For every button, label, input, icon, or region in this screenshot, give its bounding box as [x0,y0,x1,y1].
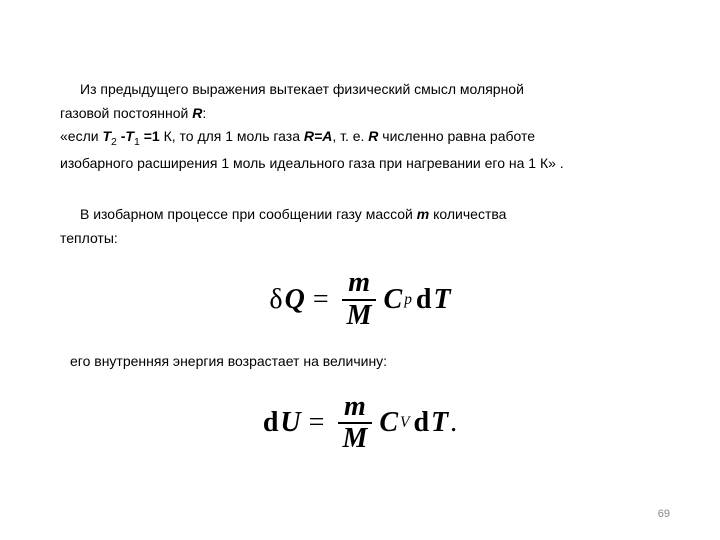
eq1: =1 [140,128,160,144]
p2-a: «если [60,128,102,144]
p1-text-b: газовой постоянной [60,105,192,121]
f2-frac: m M [336,392,373,456]
f2-dot: . [450,407,457,439]
var-m: m [417,206,429,222]
f1-den: M [341,301,378,332]
formula-2: dU = m M CVdT. [60,392,660,456]
p2-c: , т. е. [332,128,368,144]
var-RA: R=А [304,128,332,144]
f1-delta: δ [269,284,282,316]
p3-text: изобарного расширения 1 моль идеального … [60,155,564,171]
var-T2: Т [102,128,111,144]
var-R: R [192,105,202,121]
p4-b: количества [429,206,506,222]
f2-eq: = [309,407,325,439]
f1-d: d [416,284,432,316]
f1-Q: Q [285,284,305,316]
f1-eq: = [313,284,329,316]
f2-T: T [431,407,448,439]
f1-num: m [342,268,376,301]
p4-a: В изобарном процессе при сообщении газу … [80,206,417,222]
f2-U: U [280,407,300,439]
p2-d: численно равна работе [378,128,535,144]
f1-sub: p [404,291,412,309]
f2-d: d [263,407,279,439]
p1-text-a: Из предыдущего выражения вытекает физиче… [80,81,524,97]
p4-c: теплоты: [60,230,118,246]
paragraph-4-line-2: теплоты: [60,229,660,249]
paragraph-1-line-1: Из предыдущего выражения вытекает физиче… [60,80,660,100]
formula-1: δQ = m M CpdT [60,268,660,332]
paragraph-4-line-1: В изобарном процессе при сообщении газу … [60,205,660,225]
f2-den: M [336,424,373,455]
paragraph-1-line-2: газовой постоянной R: [60,104,660,124]
f1-frac: m M [341,268,378,332]
f2-num: m [338,392,372,425]
p5-text: его внутренняя энергия возрастает на вел… [70,353,387,369]
f1-T: T [434,284,451,316]
paragraph-5: его внутренняя энергия возрастает на вел… [70,352,660,372]
f2-sub: V [400,414,409,432]
f2-d2: d [413,407,429,439]
f2-C: C [379,407,398,439]
var-R2: R [368,128,378,144]
page-number: 69 [658,508,670,520]
f1-C: C [384,284,403,316]
paragraph-3: изобарного расширения 1 моль идеального … [60,154,660,174]
p2-b: К, то для 1 моль газа [160,128,304,144]
var-T1: Т [125,128,134,144]
paragraph-2: «если Т2 -Т1 =1 К, то для 1 моль газа R=… [60,127,660,149]
colon: : [202,105,206,121]
